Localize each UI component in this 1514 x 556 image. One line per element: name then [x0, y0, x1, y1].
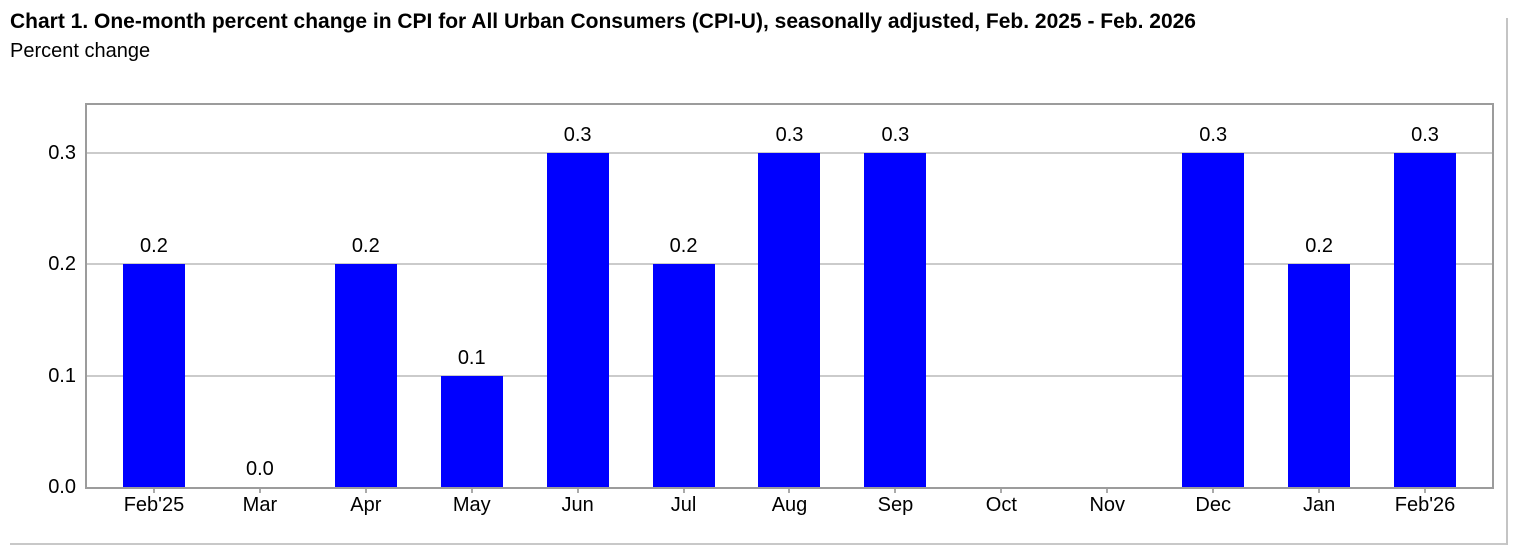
bar-value-label: 0.3: [1411, 124, 1439, 146]
x-axis-tick-label: May: [452, 494, 491, 516]
x-axis-tick-mark: [894, 489, 897, 493]
bar: [1182, 153, 1245, 487]
x-axis-cell: Nov: [1054, 489, 1160, 517]
bar-column: 0.3: [842, 105, 948, 487]
bar-value-label: 0.3: [1199, 124, 1228, 146]
x-axis-cell: Dec: [1160, 489, 1266, 517]
x-axis-tick-mark: [1212, 489, 1215, 493]
x-axis-tick-mark: [152, 489, 155, 493]
x-axis-tick-mark: [1424, 489, 1427, 493]
x-axis-tick-mark: [1106, 489, 1109, 493]
bar-column: 0.3: [525, 105, 631, 487]
x-axis-cell: Aug: [737, 489, 843, 517]
bar: [652, 264, 715, 487]
x-axis-cell: Apr: [313, 489, 419, 517]
x-axis-tick-mark: [682, 489, 685, 493]
y-axis-tick-label: 0.3: [48, 142, 76, 165]
x-axis-tick-mark: [788, 489, 791, 493]
x-axis-cell: Sep: [842, 489, 948, 517]
bar-column: 0.2: [1266, 105, 1372, 487]
bar: [758, 153, 821, 487]
bottom-separator-line: [10, 543, 1506, 545]
y-axis-tick-label: 0.2: [48, 253, 76, 276]
y-axis: 0.0 0.1 0.2 0.3: [0, 0, 76, 556]
bar-value-label: 0.0: [245, 458, 274, 480]
bar-value-label: 0.2: [669, 235, 698, 257]
bar-column: 0.3: [1372, 105, 1478, 487]
bar-column: 0.2: [101, 105, 207, 487]
x-axis-cell: Oct: [948, 489, 1054, 517]
y-axis-tick-label: 0.1: [48, 364, 76, 387]
y-axis-tick-label: 0.0: [48, 476, 76, 498]
x-axis-tick-label: Dec: [1195, 494, 1231, 516]
page-right-border-line: [1506, 18, 1508, 545]
chart-title: Chart 1. One-month percent change in CPI…: [10, 10, 1196, 33]
bar: [334, 264, 397, 487]
x-axis-cell: Jul: [631, 489, 737, 517]
x-axis-tick-mark: [470, 489, 473, 493]
x-axis-tick-label: Feb'26: [1394, 494, 1456, 516]
bar-column: 0.3: [1160, 105, 1266, 487]
bar: [440, 376, 503, 487]
x-axis-tick-label: Mar: [242, 494, 278, 516]
bar-value-label: 0.2: [351, 235, 380, 257]
bar: [546, 153, 609, 487]
plot-inner: 0.2 0.0 0.2 0.1 0.3 0.2 0.3 0.3 0.3 0.2 0.3: [87, 105, 1492, 487]
x-axis-cell: Jun: [525, 489, 631, 517]
bar-value-label: 0.2: [140, 235, 168, 257]
x-axis-tick-label: Nov: [1089, 494, 1126, 516]
bar-column: 0.3: [737, 105, 843, 487]
bar-column: 0.2: [631, 105, 737, 487]
x-axis-tick-label: Feb'25: [123, 494, 185, 516]
x-axis-tick-label: Jan: [1302, 494, 1336, 516]
bar-column: [1054, 105, 1160, 487]
x-axis: Feb'25 Mar Apr May Jun Jul Aug Sep Oct Nov Dec Jan F…: [101, 489, 1478, 517]
x-axis-tick-label: Apr: [350, 494, 382, 516]
bar-column: 0.0: [207, 105, 313, 487]
bar-column: 0.1: [419, 105, 525, 487]
x-axis-cell: May: [419, 489, 525, 517]
bar-series: 0.2 0.0 0.2 0.1 0.3 0.2 0.3 0.3 0.3 0.2 0.3: [87, 105, 1492, 487]
bar-value-label: 0.1: [457, 347, 486, 369]
bar: [122, 264, 185, 487]
y-axis-units-label: Percent change: [10, 40, 151, 62]
bar-value-label: 0.2: [1305, 235, 1333, 257]
bar-value-label: 0.3: [775, 124, 804, 146]
x-axis-tick-mark: [258, 489, 261, 493]
bar: [1288, 264, 1351, 487]
x-axis-tick-mark: [1318, 489, 1321, 493]
x-axis-tick-mark: [364, 489, 367, 493]
x-axis-tick-mark: [1000, 489, 1003, 493]
x-axis-tick-label: Aug: [771, 494, 808, 516]
x-axis-tick-label: Oct: [985, 494, 1017, 516]
plot-area: 0.2 0.0 0.2 0.1 0.3 0.2 0.3 0.3 0.3 0.2 0.3: [85, 103, 1494, 489]
x-axis-tick-mark: [576, 489, 579, 493]
x-axis-cell: Mar: [207, 489, 313, 517]
bar: [1394, 153, 1457, 487]
bar-column: [948, 105, 1054, 487]
bar-value-label: 0.3: [563, 124, 592, 146]
bar: [864, 153, 927, 487]
x-axis-tick-label: Sep: [877, 494, 914, 516]
x-axis-cell: Jan: [1266, 489, 1372, 517]
x-axis-cell: Feb'25: [101, 489, 207, 517]
bar-value-label: 0.3: [881, 124, 910, 146]
x-axis-tick-label: Jul: [670, 494, 697, 516]
bar-column: 0.2: [313, 105, 419, 487]
x-axis-tick-label: Jun: [561, 494, 594, 516]
x-axis-cell: Feb'26: [1372, 489, 1478, 517]
